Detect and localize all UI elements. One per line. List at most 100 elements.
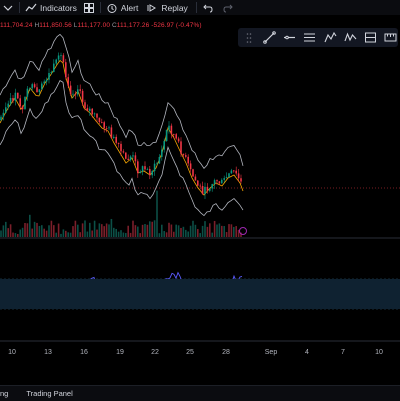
candle-body	[144, 166, 146, 170]
candle-body	[201, 186, 204, 195]
candle-body	[26, 88, 29, 97]
candle-body	[120, 143, 122, 152]
trend-line-icon[interactable]	[262, 31, 276, 44]
candle-body	[72, 93, 74, 95]
xabcd-pattern-icon[interactable]	[343, 31, 357, 44]
time-axis-label: 28	[222, 349, 230, 356]
measure-icon[interactable]	[384, 31, 398, 44]
candle-body	[134, 155, 137, 162]
volume-bar	[132, 220, 134, 237]
volume-bar	[19, 229, 21, 237]
alert-label: Alert	[120, 2, 139, 13]
candle-body	[127, 158, 129, 160]
menu-toggle[interactable]	[2, 2, 14, 14]
top-toolbar: Indicators Alert Replay	[0, 0, 400, 15]
candle-body	[115, 136, 117, 143]
volume-bar	[45, 230, 48, 237]
time-axis-label: 13	[44, 349, 52, 356]
candle-body	[29, 88, 31, 90]
candle-body	[206, 186, 209, 191]
candle-body	[204, 186, 206, 195]
candle-body	[180, 141, 182, 154]
time-axis-label: 7	[341, 349, 345, 356]
candle-body	[113, 136, 115, 138]
candle-body	[221, 179, 223, 184]
candle-body	[175, 134, 177, 139]
volume-bar	[235, 226, 237, 237]
volume-bar	[48, 225, 50, 237]
volume-bar	[163, 231, 165, 237]
redo-button[interactable]	[222, 2, 234, 14]
alert-button[interactable]: Alert	[106, 2, 138, 14]
candle-body	[132, 155, 134, 157]
candle-body	[41, 83, 43, 90]
volume-bar	[223, 226, 225, 237]
volume-bar	[144, 224, 146, 237]
volume-bar	[225, 232, 228, 237]
volume-bar	[115, 228, 117, 237]
replay-button[interactable]: Replay	[146, 2, 188, 14]
replay-label: Replay	[161, 2, 188, 13]
candle-body	[149, 169, 151, 176]
layouts-button[interactable]	[83, 2, 95, 14]
volume-bar	[201, 225, 204, 237]
volume-bar	[151, 221, 153, 237]
volume-bar	[43, 228, 45, 237]
indicators-label: Indicators	[40, 2, 77, 13]
candle-body	[225, 177, 228, 179]
volume-bar	[170, 224, 173, 237]
candle-body	[223, 178, 225, 180]
volume-bar	[21, 227, 24, 237]
candle-body	[146, 169, 149, 170]
time-axis-label: 25	[186, 349, 194, 356]
volume-bar	[211, 232, 213, 237]
bottom-bar: ng Trading Panel	[0, 385, 400, 401]
horizontal-ray-icon[interactable]	[283, 31, 297, 44]
candle-body	[168, 125, 170, 130]
indicators-button[interactable]: Indicators	[25, 2, 77, 14]
volume-bar	[240, 232, 242, 237]
volume-bar	[209, 223, 211, 237]
time-axis-label: 10	[8, 349, 16, 356]
volume-bar	[36, 222, 38, 237]
volume-bar	[125, 233, 127, 237]
candle-body	[24, 96, 26, 110]
volume-bar	[192, 220, 194, 237]
candle-body	[153, 163, 156, 172]
drawing-toolbar	[238, 28, 398, 47]
volume-bar	[139, 233, 141, 237]
drag-handle-icon[interactable]	[242, 31, 256, 44]
candle-body	[177, 138, 180, 142]
volume-bar	[14, 233, 17, 237]
volume-bar	[105, 223, 108, 237]
candle-body	[50, 71, 53, 73]
fib-retracement-icon[interactable]	[323, 31, 337, 44]
volume-bar	[120, 230, 122, 237]
volume-bar	[98, 223, 101, 237]
rsi-band	[0, 279, 400, 309]
candle-body	[139, 171, 141, 174]
candle-body	[93, 113, 96, 115]
candle-body	[237, 173, 240, 179]
low-label: L	[73, 22, 78, 29]
volume-bar	[9, 224, 12, 237]
candle-body	[67, 77, 69, 86]
candle-body	[79, 89, 81, 91]
bottom-tab-partial[interactable]: ng	[0, 389, 9, 398]
parallel-channel-icon[interactable]	[303, 31, 317, 44]
trading-panel-tab[interactable]: Trading Panel	[26, 389, 73, 398]
high-value: 111,850.56	[39, 22, 72, 29]
undo-button[interactable]	[202, 2, 214, 14]
long-position-icon[interactable]	[364, 31, 378, 44]
volume-bar	[103, 226, 105, 237]
candle-body	[14, 92, 17, 101]
time-axis[interactable]: 10 13 16 19 22 25 28 Sep 4 7 10	[0, 345, 400, 361]
candle-body	[211, 184, 213, 189]
candle-body	[19, 98, 21, 107]
candle-body	[141, 166, 144, 172]
volume-bar	[91, 230, 93, 237]
candle-body	[31, 84, 33, 89]
volume-bar	[86, 231, 89, 237]
volume-bar	[189, 225, 192, 237]
